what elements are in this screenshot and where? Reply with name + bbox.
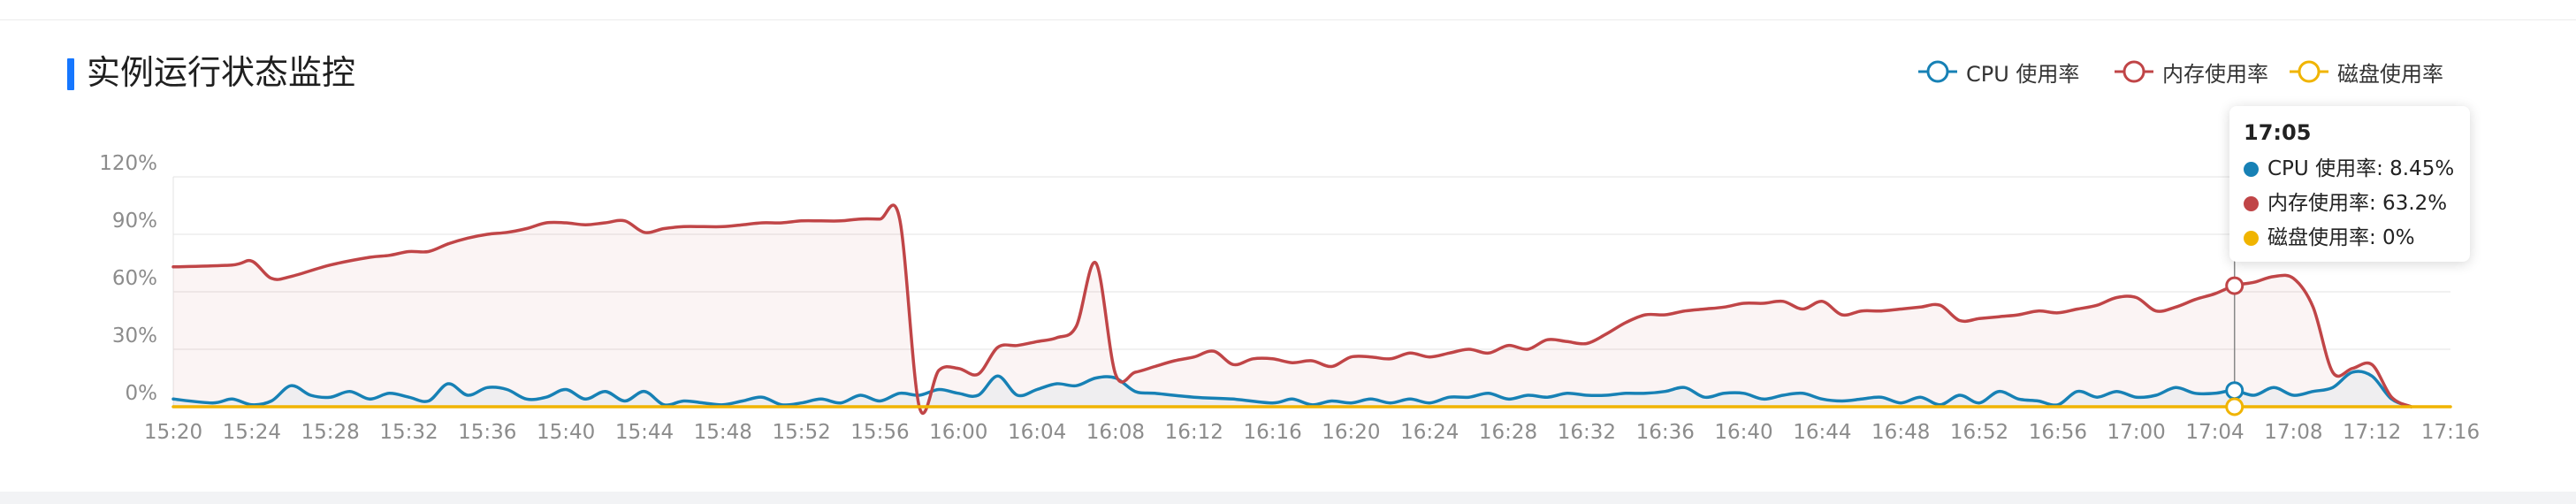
tooltip-row-memory: 内存使用率: 63.2% xyxy=(2244,187,2456,221)
y-tick-label: 30% xyxy=(112,325,157,347)
hover-point-cpu xyxy=(2225,381,2244,401)
x-axis-ticks: 15:20 15:24 15:28 15:32 15:36 15:40 15:44 15:48… xyxy=(144,421,2480,444)
legend-item-disk[interactable]: 磁盘使用率 xyxy=(2290,57,2443,87)
legend-disk-marker-icon xyxy=(2290,60,2328,83)
x-tick-label: 16:28 xyxy=(1479,421,1537,444)
title-accent-bar xyxy=(67,58,74,90)
tooltip-row-disk: 磁盘使用率: 0% xyxy=(2244,221,2456,256)
hover-point-disk xyxy=(2225,397,2244,416)
x-tick-label: 15:48 xyxy=(694,421,752,444)
series-area-memory xyxy=(173,204,2412,414)
x-tick-label: 15:36 xyxy=(458,421,516,444)
legend-cpu-label: CPU 使用率 xyxy=(1966,61,2080,87)
legend-memory-marker-icon xyxy=(2115,60,2153,83)
tooltip-disk-dot-icon xyxy=(2244,231,2259,246)
legend-cpu-marker-icon xyxy=(1918,60,1957,83)
x-tick-label: 16:48 xyxy=(1871,421,1930,444)
x-tick-label: 16:12 xyxy=(1165,421,1223,444)
tooltip-memory-dot-icon xyxy=(2244,196,2259,211)
x-tick-label: 17:04 xyxy=(2185,421,2244,444)
tooltip-disk-text: 磁盘使用率: 0% xyxy=(2267,226,2415,249)
tooltip-memory-text: 内存使用率: 63.2% xyxy=(2267,192,2448,215)
tooltip-row-cpu: CPU 使用率: 8.45% xyxy=(2244,152,2456,187)
x-tick-label: 15:24 xyxy=(223,421,281,444)
x-tick-label: 15:28 xyxy=(301,421,360,444)
legend-disk-label: 磁盘使用率 xyxy=(2337,61,2443,87)
series-line-memory xyxy=(171,203,2413,416)
top-divider xyxy=(0,19,2576,20)
x-tick-label: 15:52 xyxy=(772,421,830,444)
x-tick-label: 15:56 xyxy=(850,421,909,444)
x-tick-label: 15:40 xyxy=(537,421,595,444)
legend-memory-label: 内存使用率 xyxy=(2162,61,2268,87)
x-tick-label: 16:20 xyxy=(1322,421,1380,444)
series-line-cpu xyxy=(171,370,2413,409)
x-tick-label: 15:20 xyxy=(144,421,202,444)
x-tick-label: 16:32 xyxy=(1558,421,1616,444)
x-tick-label: 17:12 xyxy=(2343,421,2401,444)
page-title: 实例运行状态监控 xyxy=(87,53,356,92)
x-tick-label: 16:36 xyxy=(1636,421,1695,444)
y-tick-label: 0% xyxy=(126,382,158,405)
legend-item-cpu[interactable]: CPU 使用率 xyxy=(1918,57,2079,87)
y-tick-label: 120% xyxy=(99,152,157,175)
x-tick-label: 16:44 xyxy=(1793,421,1851,444)
hover-point-memory xyxy=(2225,276,2244,295)
y-tick-label: 60% xyxy=(112,267,157,290)
x-tick-label: 16:00 xyxy=(929,421,987,444)
x-tick-label: 15:32 xyxy=(379,421,438,444)
x-tick-label: 16:16 xyxy=(1243,421,1301,444)
tooltip-cpu-dot-icon xyxy=(2244,162,2259,177)
y-tick-label: 90% xyxy=(112,210,157,233)
x-tick-label: 16:40 xyxy=(1714,421,1772,444)
legend-item-memory[interactable]: 内存使用率 xyxy=(2115,57,2268,87)
bottom-band xyxy=(0,492,2576,504)
x-tick-label: 16:56 xyxy=(2029,421,2087,444)
series-lines xyxy=(171,203,2452,416)
x-tick-label: 17:16 xyxy=(2421,421,2480,444)
x-tick-label: 17:08 xyxy=(2264,421,2322,444)
x-tick-label: 16:04 xyxy=(1008,421,1066,444)
tooltip-cpu-text: CPU 使用率: 8.45% xyxy=(2267,157,2455,180)
x-tick-label: 16:08 xyxy=(1086,421,1145,444)
y-axis-ticks: 0% 30% 60% 90% 120% xyxy=(99,152,157,405)
x-tick-label: 16:52 xyxy=(1950,421,2008,444)
chart-tooltip: 17:05 CPU 使用率: 8.45% 内存使用率: 63.2% 磁盘使用率:… xyxy=(2229,106,2470,262)
x-tick-label: 15:44 xyxy=(615,421,674,444)
tooltip-time: 17:05 xyxy=(2244,120,2312,145)
x-tick-label: 17:00 xyxy=(2107,421,2166,444)
x-tick-label: 16:24 xyxy=(1400,421,1459,444)
